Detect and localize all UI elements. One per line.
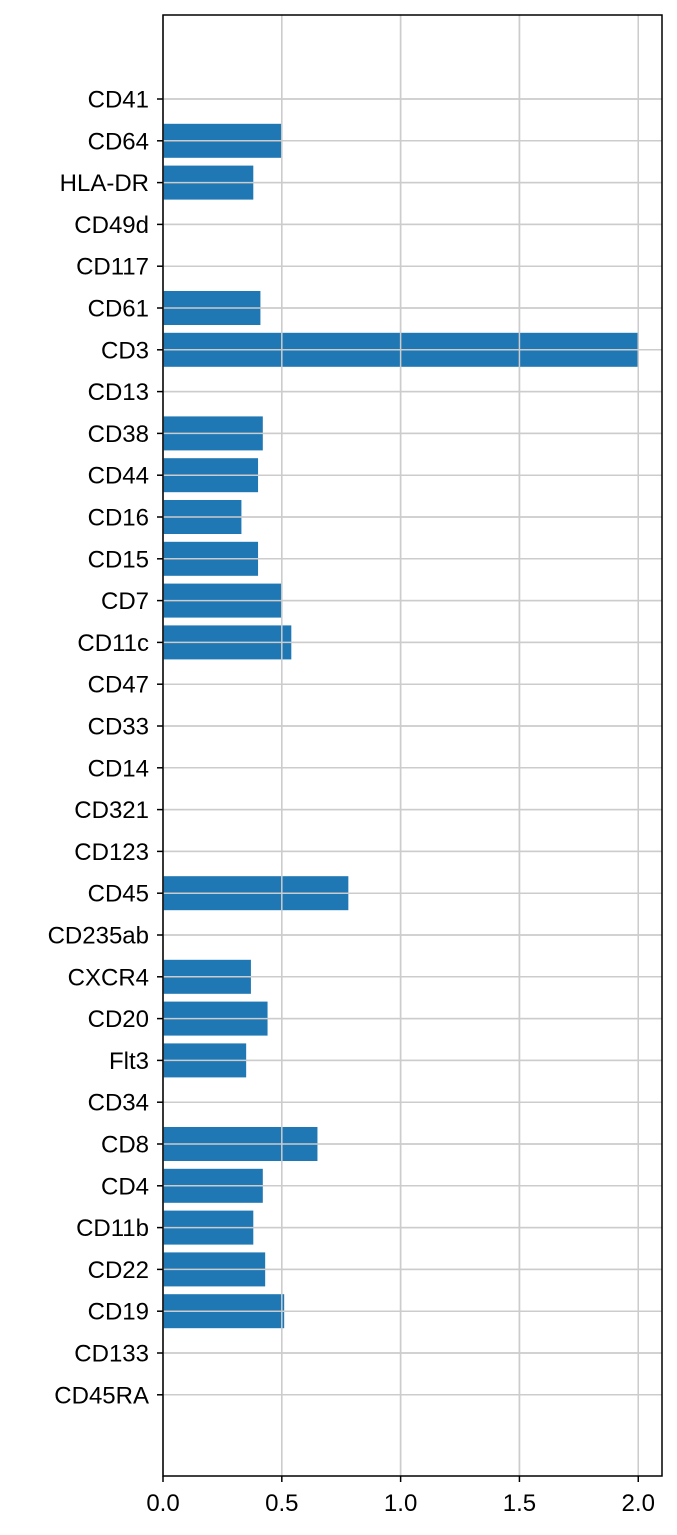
x-tick-label: 0.5 (265, 1490, 298, 1517)
y-tick-label: CD8 (101, 1132, 149, 1159)
y-tick-label: CD38 (88, 421, 149, 448)
axes-frame (162, 14, 663, 1477)
y-tick-label: CD15 (88, 546, 149, 573)
axes-layer (157, 14, 663, 1482)
y-tick-label: CD34 (88, 1090, 149, 1117)
x-tick-label: 1.5 (503, 1490, 536, 1517)
y-tick-label: CD11b (76, 1215, 149, 1242)
labels-layer: CD41 CD64 HLA-DR CD49d CD117 CD61 CD3 CD13 CD38 C… (48, 87, 655, 1518)
x-tick-label: 2.0 (622, 1490, 655, 1517)
y-tick-label: CD45RA (54, 1382, 149, 1409)
y-tick-label: CD45 (88, 881, 149, 908)
y-tick-label: Flt3 (109, 1048, 149, 1075)
y-tick-label: CD20 (88, 1006, 149, 1033)
y-tick-label: CD321 (74, 797, 149, 824)
x-tick-label: 1.0 (384, 1490, 417, 1517)
y-tick-label: CD11c (77, 630, 149, 657)
y-tick-label: HLA-DR (60, 170, 149, 197)
y-tick-label: CD133 (74, 1341, 149, 1368)
y-tick-label: CD7 (101, 588, 149, 615)
y-tick-label: CD49d (74, 212, 149, 239)
y-tick-label: CD235ab (48, 923, 149, 950)
y-tick-label: CD22 (88, 1257, 149, 1284)
y-tick-label: CD16 (88, 505, 149, 532)
y-tick-label: CD123 (74, 839, 149, 866)
y-tick-label: CD44 (88, 463, 149, 490)
y-tick-label: CD41 (88, 87, 149, 114)
y-tick-label: CD47 (88, 672, 149, 699)
y-tick-label: CD117 (76, 254, 149, 281)
y-tick-label: CD3 (101, 337, 149, 364)
y-tick-label: CD14 (88, 755, 149, 782)
y-tick-label: CXCR4 (68, 964, 149, 991)
y-tick-label: CD33 (88, 714, 149, 741)
x-tick-label: 0.0 (146, 1490, 179, 1517)
y-tick-label: CD19 (88, 1299, 149, 1326)
y-tick-label: CD13 (88, 379, 149, 406)
y-tick-label: CD61 (88, 296, 149, 323)
y-tick-label: CD64 (88, 128, 149, 155)
y-tick-label: CD4 (101, 1173, 149, 1200)
